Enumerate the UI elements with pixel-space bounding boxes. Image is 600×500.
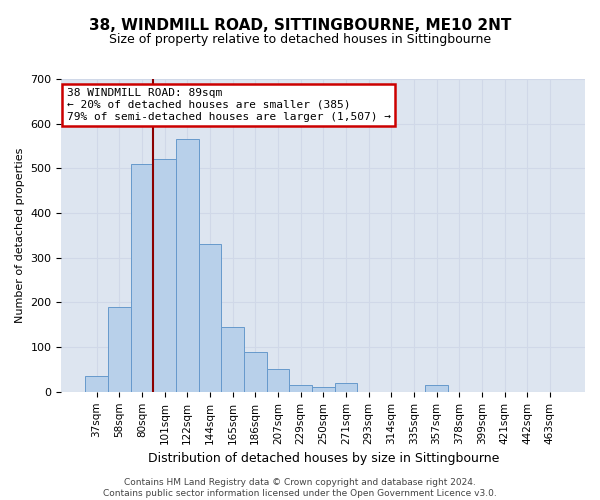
Y-axis label: Number of detached properties: Number of detached properties <box>15 148 25 323</box>
Bar <box>153 160 176 392</box>
Bar <box>221 327 244 392</box>
Bar <box>244 352 266 392</box>
Bar <box>85 376 108 392</box>
Bar <box>108 307 131 392</box>
Text: 38 WINDMILL ROAD: 89sqm
← 20% of detached houses are smaller (385)
79% of semi-d: 38 WINDMILL ROAD: 89sqm ← 20% of detache… <box>67 88 391 122</box>
Bar <box>289 385 312 392</box>
Bar <box>199 244 221 392</box>
Bar <box>131 164 153 392</box>
Text: Size of property relative to detached houses in Sittingbourne: Size of property relative to detached ho… <box>109 32 491 46</box>
Bar <box>425 385 448 392</box>
Bar <box>335 383 357 392</box>
Text: Contains HM Land Registry data © Crown copyright and database right 2024.
Contai: Contains HM Land Registry data © Crown c… <box>103 478 497 498</box>
Text: 38, WINDMILL ROAD, SITTINGBOURNE, ME10 2NT: 38, WINDMILL ROAD, SITTINGBOURNE, ME10 2… <box>89 18 511 32</box>
Bar <box>266 370 289 392</box>
Bar <box>176 140 199 392</box>
Bar <box>312 388 335 392</box>
X-axis label: Distribution of detached houses by size in Sittingbourne: Distribution of detached houses by size … <box>148 452 499 465</box>
